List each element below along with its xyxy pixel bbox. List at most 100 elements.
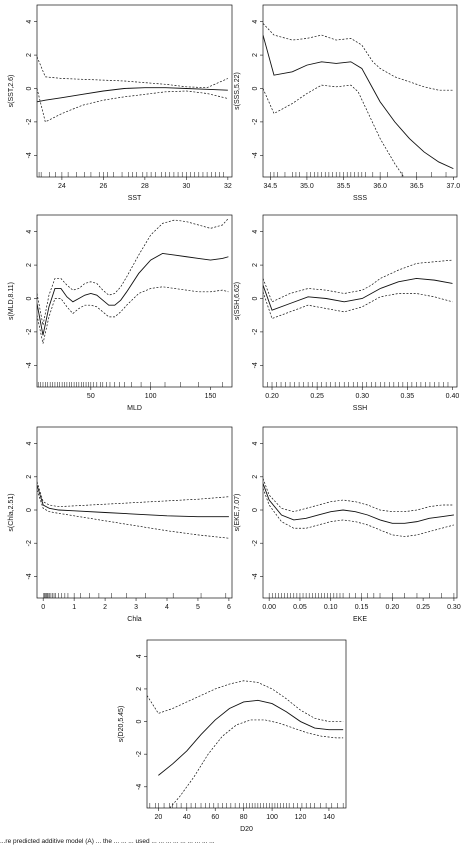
- panel-sss: 34.5 35.0 35.5 36.0 36.5 37.0 -4 -2 0 2 4 SSS s(SSS,…: [234, 4, 460, 202]
- x-tick-label: 0.40: [446, 393, 460, 400]
- y-tick-label: 2: [26, 263, 33, 267]
- y-axis-label: s(D20,5.45): [118, 706, 125, 743]
- x-tick-label: 36.0: [373, 183, 387, 190]
- x-tick-label: 35.5: [337, 183, 351, 190]
- x-tick-label: 0.30: [355, 393, 369, 400]
- upper-confidence-line: [37, 218, 229, 326]
- y-tick-label: -4: [252, 573, 259, 579]
- x-axis-label: Chla: [127, 616, 142, 623]
- x-tick-label: 0.30: [447, 604, 461, 611]
- x-tick-label: 28: [141, 183, 149, 190]
- y-tick-label: 4: [26, 20, 33, 24]
- x-tick-label: 5: [196, 604, 200, 611]
- x-tick-label: 100: [266, 814, 278, 821]
- x-axis-label: EKE: [353, 616, 367, 623]
- panel-eke: 0.00 0.05 0.10 0.15 0.20 0.25 0.30 -4 -2 0 2 4 EKE s(…: [234, 426, 461, 623]
- y-axis-label: s(MLD,8.11): [8, 282, 15, 320]
- plot-frame: [262, 426, 458, 599]
- lower-confidence-line: [263, 488, 455, 537]
- y-tick-label: 4: [252, 230, 259, 234]
- x-tick-label: 0.20: [265, 393, 279, 400]
- x-tick-label: 1: [72, 604, 76, 611]
- y-axis-label: s(SST,2.6): [8, 75, 15, 108]
- lower-confidence-line: [37, 88, 228, 123]
- panel-ssh: 0.20 0.25 0.30 0.35 0.40 -4 -2 0 2 4 SSH s(SSH,6.62…: [234, 214, 460, 412]
- y-tick-label: -4: [26, 573, 33, 579]
- x-tick-label: 2: [103, 604, 107, 611]
- y-tick-label: 2: [26, 475, 33, 479]
- x-axis-label: SSH: [353, 405, 367, 412]
- plot-frame: [146, 639, 347, 809]
- plot-frame: [262, 214, 458, 388]
- x-tick-label: 0.35: [401, 393, 415, 400]
- x-tick-label: 0.25: [310, 393, 324, 400]
- plot-frame: [262, 4, 458, 178]
- plot-frame: [36, 426, 233, 599]
- y-tick-label: 4: [252, 20, 259, 24]
- x-tick-label: 140: [323, 814, 335, 821]
- y-axis-label: s(SSH,6.62): [234, 282, 241, 320]
- x-tick-label: 24: [58, 183, 66, 190]
- x-tick-label: 36.5: [410, 183, 424, 190]
- y-tick-label: 2: [26, 53, 33, 57]
- y-tick-label: 0: [26, 296, 33, 300]
- x-tick-label: 34.5: [264, 183, 278, 190]
- x-tick-label: 100: [145, 393, 157, 400]
- x-axis-label: D20: [240, 826, 253, 833]
- y-tick-label: -2: [26, 329, 33, 335]
- y-tick-label: 2: [252, 263, 259, 267]
- x-tick-label: 20: [154, 814, 162, 821]
- x-tick-label: 80: [240, 814, 248, 821]
- x-tick-label: 0.05: [293, 604, 307, 611]
- upper-confidence-line: [147, 680, 344, 722]
- plot-frame: [36, 4, 233, 178]
- y-tick-label: 0: [26, 86, 33, 90]
- x-tick-label: 0.15: [355, 604, 369, 611]
- y-tick-label: -4: [252, 362, 259, 368]
- upper-confidence-line: [37, 481, 229, 508]
- x-tick-label: 40: [183, 814, 191, 821]
- y-tick-label: -4: [26, 362, 33, 368]
- lower-confidence-line: [263, 84, 405, 177]
- y-axis-label: s(Chla,2.51): [8, 493, 15, 531]
- y-tick-label: 2: [252, 53, 259, 57]
- y-tick-label: -4: [136, 784, 143, 790]
- x-tick-label: 0.20: [386, 604, 400, 611]
- y-tick-label: 0: [26, 508, 33, 512]
- x-tick-label: 26: [99, 183, 107, 190]
- x-tick-label: 0.25: [416, 604, 430, 611]
- y-tick-label: 0: [136, 720, 143, 724]
- y-tick-label: 0: [252, 86, 259, 90]
- y-tick-label: 0: [252, 508, 259, 512]
- upper-confidence-line: [263, 259, 453, 303]
- y-tick-label: -2: [252, 329, 259, 335]
- y-tick-label: 4: [252, 442, 259, 446]
- x-tick-label: 4: [165, 604, 169, 611]
- lower-confidence-line: [37, 286, 229, 344]
- y-tick-label: 4: [26, 230, 33, 234]
- y-axis-label: s(SSS,5.22): [234, 72, 241, 110]
- lower-confidence-line: [37, 489, 229, 539]
- y-tick-label: -2: [252, 119, 259, 125]
- y-tick-label: -2: [26, 119, 33, 125]
- x-tick-label: 0: [41, 604, 45, 611]
- x-tick-label: 0.10: [324, 604, 338, 611]
- x-tick-label: 32: [224, 183, 232, 190]
- x-tick-label: 35.0: [300, 183, 314, 190]
- smooth-fit-line: [158, 699, 344, 776]
- x-tick-label: 120: [295, 814, 307, 821]
- y-axis-label: s(EKE,7.07): [234, 494, 241, 532]
- x-tick-label: 6: [227, 604, 231, 611]
- x-tick-label: 0.00: [262, 604, 276, 611]
- x-tick-label: 60: [211, 814, 219, 821]
- y-tick-label: 2: [252, 475, 259, 479]
- x-axis-label: SST: [128, 195, 142, 202]
- figure-caption: ...re predicted additive model (A) ... t…: [0, 838, 215, 845]
- y-tick-label: -2: [26, 540, 33, 546]
- upper-confidence-line: [263, 23, 454, 91]
- panel-d20: 20 40 60 80 100 120 140 -4 -2 0 2 4 D20 s(D20,5.45): [118, 639, 347, 833]
- panel-mld: 50 100 150 -4 -2 0 2 4 MLD s(MLD,8.11): [8, 214, 233, 412]
- upper-confidence-line: [37, 56, 228, 89]
